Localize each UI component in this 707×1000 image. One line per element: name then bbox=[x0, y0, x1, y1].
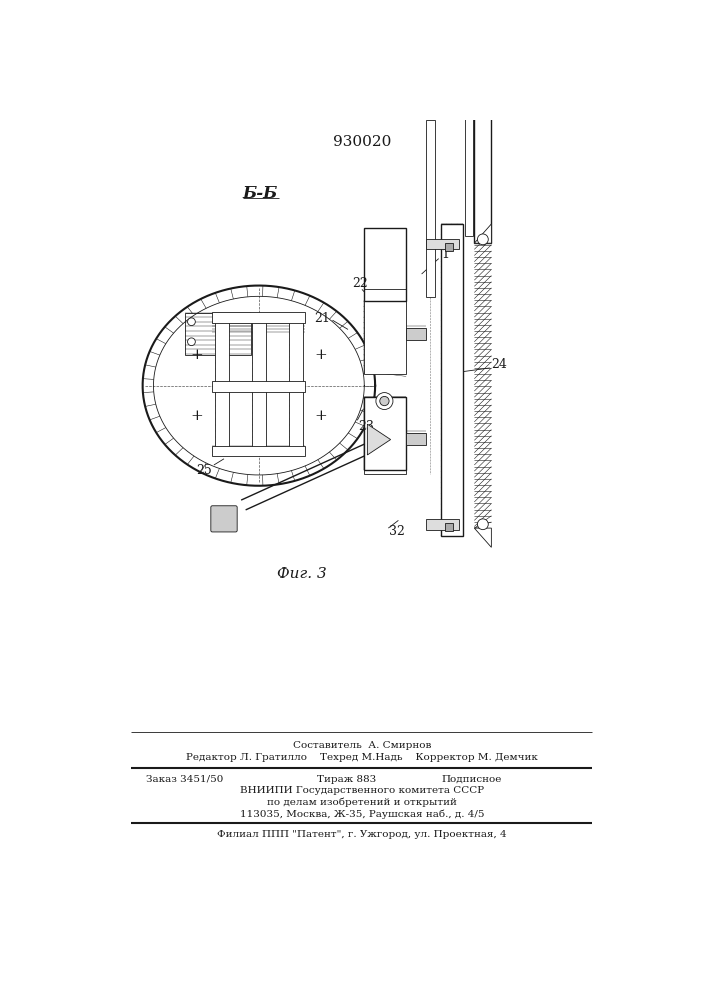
Bar bbox=[406, 433, 426, 445]
Bar bbox=[212, 381, 305, 392]
Circle shape bbox=[477, 234, 489, 245]
Text: 113035, Москва, Ж-35, Раушская наб., д. 4/5: 113035, Москва, Ж-35, Раушская наб., д. … bbox=[240, 809, 484, 819]
Text: по делам изобретений и открытий: по делам изобретений и открытий bbox=[267, 797, 457, 807]
Text: ВНИИПИ Государственного комитета СССР: ВНИИПИ Государственного комитета СССР bbox=[240, 786, 484, 795]
Bar bbox=[289, 320, 303, 455]
Text: 23: 23 bbox=[358, 420, 374, 433]
Bar bbox=[445, 243, 452, 251]
Bar bbox=[215, 320, 228, 455]
Bar bbox=[363, 397, 406, 474]
Bar bbox=[363, 289, 406, 374]
Bar bbox=[465, 0, 473, 235]
Text: +: + bbox=[315, 409, 327, 423]
Bar bbox=[426, 120, 435, 297]
Text: 1: 1 bbox=[441, 248, 449, 261]
Bar bbox=[474, 0, 491, 243]
Bar bbox=[426, 519, 459, 530]
Bar bbox=[212, 446, 305, 456]
Text: 930020: 930020 bbox=[333, 135, 391, 149]
Text: Заказ 3451/50: Заказ 3451/50 bbox=[146, 775, 224, 784]
Polygon shape bbox=[474, 528, 491, 547]
Circle shape bbox=[477, 519, 489, 530]
Bar bbox=[426, 239, 459, 249]
Bar bbox=[363, 397, 406, 470]
Text: +: + bbox=[190, 348, 203, 362]
Bar bbox=[252, 320, 266, 455]
Bar bbox=[185, 312, 251, 355]
Text: 32: 32 bbox=[389, 525, 405, 538]
Bar bbox=[441, 224, 462, 536]
Polygon shape bbox=[368, 424, 391, 455]
Text: Фиг. 3: Фиг. 3 bbox=[276, 567, 327, 581]
Bar bbox=[406, 328, 426, 340]
FancyBboxPatch shape bbox=[211, 506, 237, 532]
Text: 25: 25 bbox=[197, 464, 212, 477]
Text: Б-Б: Б-Б bbox=[243, 185, 278, 202]
Text: +: + bbox=[315, 348, 327, 362]
Bar bbox=[445, 523, 452, 531]
Circle shape bbox=[380, 396, 389, 406]
Bar bbox=[212, 312, 305, 323]
Bar bbox=[363, 228, 406, 301]
Circle shape bbox=[376, 393, 393, 410]
Text: Подписное: Подписное bbox=[441, 775, 501, 784]
Circle shape bbox=[187, 338, 195, 346]
Text: Филиал ППП "Патент", г. Ужгород, ул. Проектная, 4: Филиал ППП "Патент", г. Ужгород, ул. Про… bbox=[217, 830, 507, 839]
Text: Редактор Л. Гратилло    Техред М.Надь    Корректор М. Демчик: Редактор Л. Гратилло Техред М.Надь Корре… bbox=[186, 753, 538, 762]
Text: 22: 22 bbox=[352, 277, 368, 290]
Polygon shape bbox=[474, 224, 491, 243]
Text: Тираж 883: Тираж 883 bbox=[317, 775, 376, 784]
Text: 24: 24 bbox=[491, 358, 507, 371]
Text: 21: 21 bbox=[315, 312, 330, 325]
Circle shape bbox=[187, 318, 195, 326]
Text: +: + bbox=[190, 409, 203, 423]
Text: Составитель  А. Смирнов: Составитель А. Смирнов bbox=[293, 741, 431, 750]
